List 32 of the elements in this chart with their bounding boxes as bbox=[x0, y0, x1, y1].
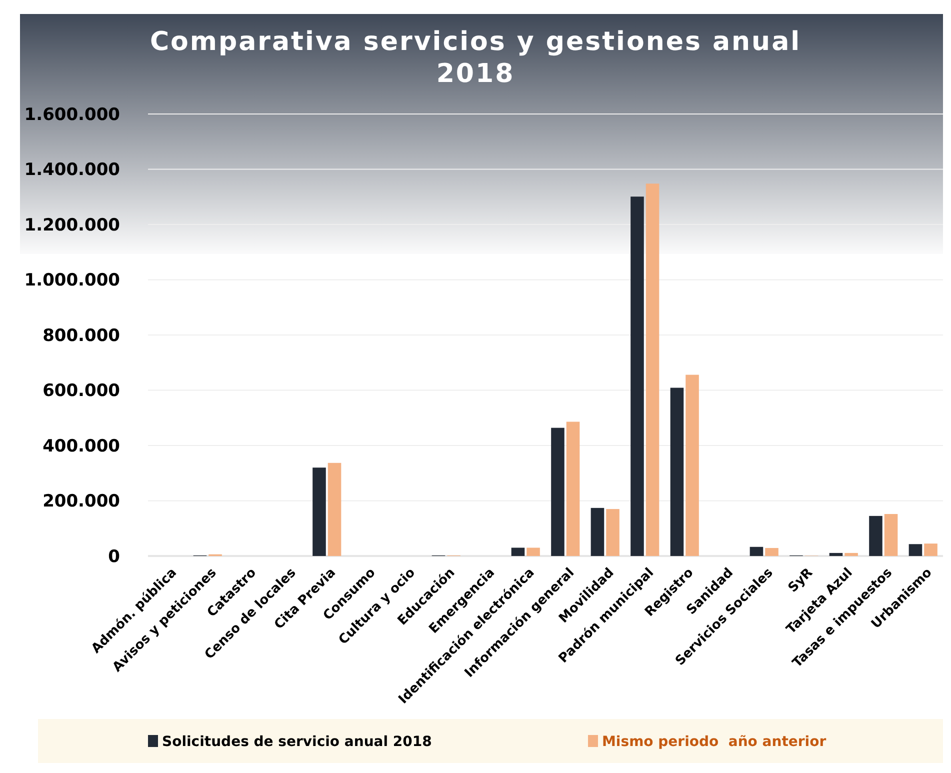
legend-label: Mismo periodo año anterior bbox=[602, 734, 826, 750]
y-tick-label: 1.400.000 bbox=[24, 160, 120, 180]
bar bbox=[686, 374, 699, 556]
bar bbox=[829, 552, 843, 556]
bar bbox=[606, 509, 620, 556]
bar bbox=[511, 548, 525, 556]
y-tick-label: 200.000 bbox=[42, 492, 120, 512]
y-tick-label: 600.000 bbox=[42, 381, 120, 402]
bar bbox=[884, 514, 898, 556]
y-tick-label: 800.000 bbox=[42, 326, 120, 346]
bar bbox=[551, 428, 564, 556]
bar bbox=[908, 544, 922, 556]
bar bbox=[566, 422, 580, 556]
bar bbox=[590, 508, 604, 556]
bar bbox=[844, 552, 858, 556]
bar bbox=[630, 196, 644, 556]
chart-title: Comparativa servicios y gestiones anual 2018 bbox=[150, 27, 802, 89]
bar bbox=[670, 388, 684, 556]
y-tick-label: 1.600.000 bbox=[24, 104, 120, 125]
y-tick-label: 1.000.000 bbox=[24, 270, 120, 291]
y-tick-label: 0 bbox=[108, 546, 120, 567]
bar bbox=[869, 516, 882, 556]
bar bbox=[646, 184, 660, 556]
bar bbox=[750, 546, 764, 556]
bar bbox=[765, 548, 778, 556]
y-tick-label: 1.200.000 bbox=[24, 215, 120, 236]
bar bbox=[924, 544, 938, 556]
bar bbox=[526, 548, 540, 556]
bar bbox=[312, 468, 326, 556]
legend-label: Solicitudes de servicio anual 2018 bbox=[162, 734, 432, 750]
y-tick-label: 400.000 bbox=[42, 436, 120, 456]
bar bbox=[328, 462, 342, 556]
